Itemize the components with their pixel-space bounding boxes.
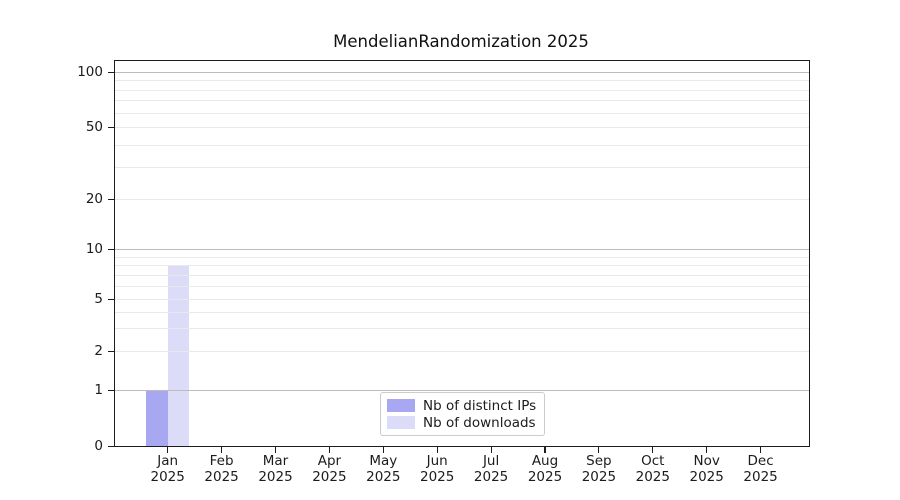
y-tick-label: 20 — [85, 191, 103, 207]
y-tick-label: 1 — [94, 382, 103, 398]
y-minor-gridline — [115, 299, 809, 300]
y-axis-tick — [108, 248, 115, 250]
x-tick-label: Dec 2025 — [743, 453, 778, 485]
x-tick-label: Oct 2025 — [635, 453, 670, 485]
y-major-gridline — [115, 249, 809, 250]
x-tick-label: Jul 2025 — [473, 453, 509, 485]
y-tick-label: 100 — [77, 64, 103, 80]
y-axis-tick — [108, 445, 115, 447]
y-minor-gridline — [115, 256, 809, 258]
x-tick-label: Apr 2025 — [312, 453, 347, 485]
x-tick-label: Nov 2025 — [689, 453, 724, 485]
bar-distinct-ips-jan — [146, 390, 168, 446]
y-minor-gridline — [115, 144, 809, 146]
legend-swatch-distinct-ips-icon — [387, 399, 415, 412]
x-axis-tick — [274, 446, 277, 453]
x-axis-tick — [706, 446, 708, 453]
y-axis-tick — [108, 126, 115, 128]
y-axis-tick — [108, 389, 115, 391]
y-minor-gridline — [115, 167, 809, 169]
x-axis-tick — [652, 446, 654, 453]
y-axis-tick — [108, 350, 115, 352]
x-tick-label: May 2025 — [366, 453, 401, 485]
x-axis-tick — [436, 446, 438, 453]
legend-item-distinct-ips: Nb of distinct IPs — [387, 397, 537, 414]
x-axis-tick — [490, 446, 492, 453]
y-minor-gridline — [115, 127, 809, 128]
legend-item-downloads: Nb of downloads — [387, 414, 537, 431]
legend: Nb of distinct IPs Nb of downloads — [380, 392, 545, 436]
x-axis-tick — [598, 446, 600, 453]
x-axis-tick — [221, 446, 223, 453]
y-minor-gridline — [115, 265, 809, 267]
y-minor-gridline — [115, 351, 809, 352]
bar-downloads-jan — [167, 265, 190, 446]
y-minor-gridline — [115, 199, 809, 200]
x-axis-tick — [382, 446, 384, 453]
y-tick-label: 10 — [85, 241, 103, 257]
y-tick-label: 5 — [94, 291, 103, 307]
y-minor-gridline — [115, 80, 809, 82]
y-minor-gridline — [115, 274, 809, 276]
x-tick-label: Aug 2025 — [527, 453, 563, 485]
y-major-gridline — [115, 390, 809, 391]
chart-title: MendelianRandomization 2025 — [333, 32, 589, 51]
legend-swatch-downloads-icon — [387, 416, 415, 429]
x-tick-label: Jan 2025 — [150, 453, 185, 485]
y-minor-gridline — [115, 285, 809, 287]
x-tick-label: Mar 2025 — [258, 453, 293, 485]
y-minor-gridline — [115, 327, 809, 329]
x-axis-tick — [167, 446, 169, 453]
x-tick-label: Sep 2025 — [581, 453, 617, 485]
y-minor-gridline — [115, 311, 809, 313]
y-tick-label: 2 — [94, 343, 103, 359]
y-minor-gridline — [115, 89, 809, 91]
x-axis-tick — [760, 446, 762, 453]
y-axis-tick — [108, 198, 115, 200]
y-tick-label: 50 — [85, 119, 103, 135]
legend-label-distinct-ips: Nb of distinct IPs — [423, 397, 537, 414]
y-tick-label: 0 — [94, 438, 103, 454]
y-axis-tick — [108, 298, 115, 300]
x-axis-tick — [328, 446, 330, 453]
x-axis-tick — [544, 446, 546, 453]
x-tick-label: Feb 2025 — [204, 453, 239, 485]
y-major-gridline — [115, 72, 809, 73]
y-minor-gridline — [115, 112, 809, 114]
y-minor-gridline — [115, 100, 809, 102]
plot-area: 100 50 20 10 5 2 1 0 Jan 2025 Feb 2025 Mar 2025 Apr 202… — [77, 60, 810, 484]
y-axis-tick — [108, 71, 115, 73]
legend-label-downloads: Nb of downloads — [423, 414, 536, 431]
x-tick-label: Jun 2025 — [420, 453, 455, 485]
